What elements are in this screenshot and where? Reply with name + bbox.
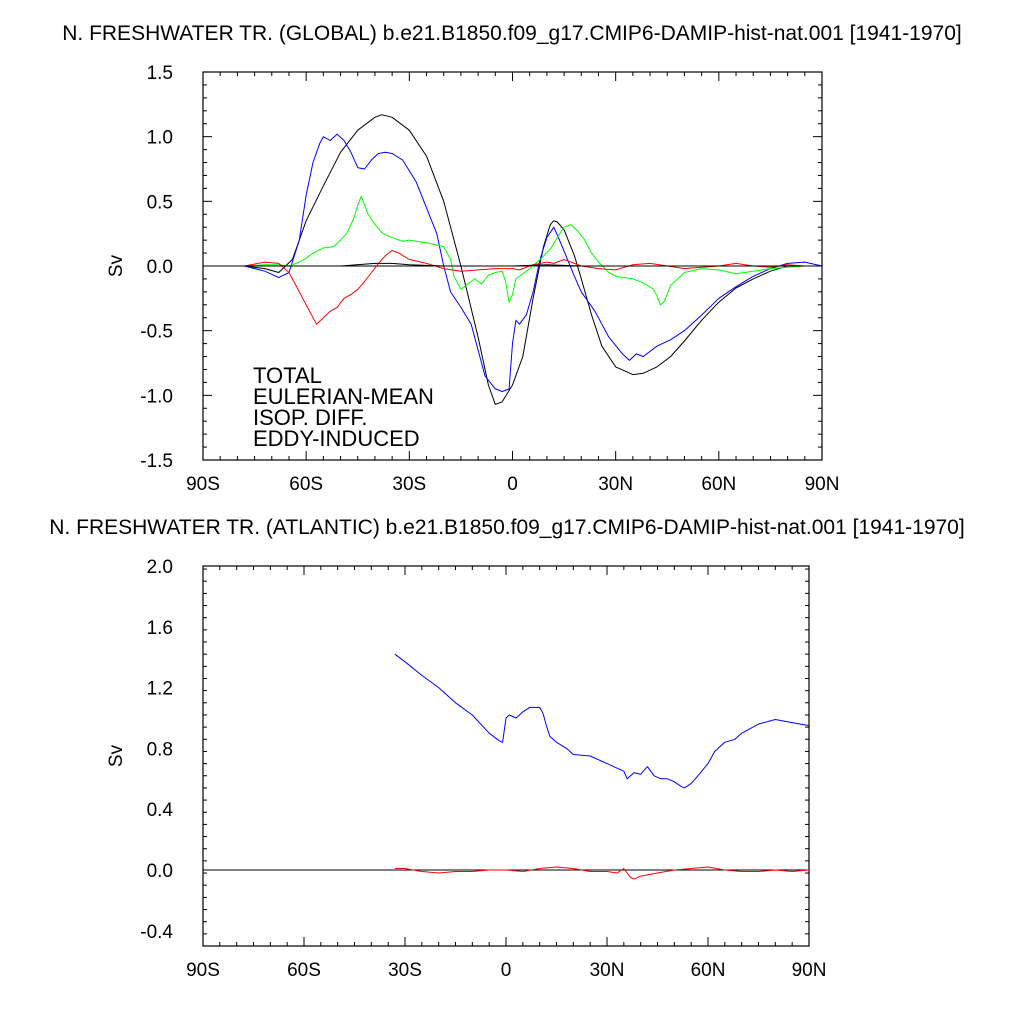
series-line-eddy-induced — [244, 250, 822, 325]
chart-title: N. FRESHWATER TR. (ATLANTIC) b.e21.B1850… — [49, 516, 964, 539]
y-tick-label: -0.4 — [140, 922, 173, 943]
series-line-1 — [394, 866, 810, 880]
y-tick-label: 0.0 — [147, 861, 173, 882]
x-tick-label: 30S — [388, 960, 422, 981]
legend-entry-isop-diff: ISOP. DIFF. — [253, 405, 368, 430]
x-tick-label: 0 — [501, 960, 512, 981]
legend-entry-eddy-induced: EDDY-INDUCED — [253, 426, 420, 451]
series-line-eulerian-mean — [244, 133, 823, 392]
y-tick-label: 0.8 — [147, 739, 173, 760]
y-tick-label: -1.0 — [140, 386, 173, 407]
legend-entry-total: TOTAL — [253, 363, 322, 388]
y-tick-label: 1.5 — [147, 63, 173, 84]
chart-global: N. FRESHWATER TR. (GLOBAL) b.e21.B1850.f… — [62, 22, 962, 495]
y-tick-label: 1.6 — [147, 618, 173, 639]
x-tick-label: 60N — [701, 474, 736, 495]
chart-atlantic: N. FRESHWATER TR. (ATLANTIC) b.e21.B1850… — [49, 516, 964, 981]
legend-entry-eulerian-mean: EULERIAN-MEAN — [253, 384, 434, 409]
y-tick-label: 0.0 — [147, 257, 173, 278]
series-line-4 — [244, 262, 822, 267]
y-axis-label: Sv — [106, 744, 127, 767]
x-tick-label: 60S — [289, 474, 323, 495]
x-tick-label: 90S — [186, 960, 220, 981]
y-tick-label: 0.4 — [147, 800, 174, 821]
chart-title: N. FRESHWATER TR. (GLOBAL) b.e21.B1850.f… — [62, 22, 962, 45]
x-tick-label: 0 — [507, 474, 518, 495]
x-tick-label: 30S — [392, 474, 426, 495]
plot-frame — [202, 565, 810, 947]
x-tick-label: 30N — [598, 474, 633, 495]
plot-area: 90S 60S 30S 0 30N 60N 90N -0.4 0.0 0.4 0.8 1.2 1.6 2.… — [140, 557, 826, 981]
plot-area: 90S 60S 30S 0 30N 60N 90N -1.5 -1.0 -0.5 0.0 0.5 1.0… — [140, 63, 839, 495]
series-line-total — [244, 114, 822, 405]
x-tick-label: 90N — [805, 474, 840, 495]
x-tick-label: 60S — [287, 960, 321, 981]
legend: TOTAL EULERIAN-MEAN ISOP. DIFF. EDDY-IND… — [253, 363, 434, 451]
y-tick-label: -1.5 — [140, 451, 173, 472]
y-tick-label: 1.2 — [147, 679, 173, 700]
series-line-0 — [394, 653, 810, 789]
y-tick-label: 2.0 — [147, 557, 173, 578]
y-axis-label: Sv — [106, 254, 127, 277]
x-tick-label: 60N — [691, 960, 726, 981]
series-line-isop-diff — [244, 195, 822, 306]
y-tick-label: -0.5 — [140, 322, 173, 343]
x-tick-label: 30N — [590, 960, 625, 981]
x-tick-label: 90S — [186, 474, 220, 495]
y-tick-label: 1.0 — [147, 128, 173, 149]
y-tick-label: 0.5 — [147, 192, 173, 213]
x-tick-label: 90N — [792, 960, 827, 981]
